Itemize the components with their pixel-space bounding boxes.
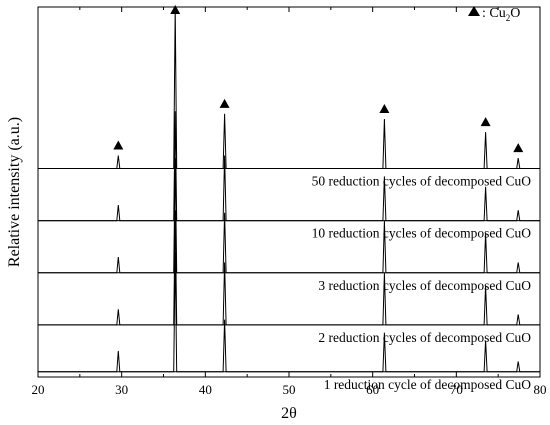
series-line xyxy=(38,251,540,373)
series-line xyxy=(38,6,540,169)
x-axis-title: 2θ xyxy=(281,405,297,422)
legend-text: : Cu xyxy=(482,6,506,21)
peak-marker-icon xyxy=(480,117,491,127)
series-label: 2 reduction cycles of decomposed CuO xyxy=(318,330,531,345)
peak-marker-icon xyxy=(113,140,124,150)
x-tick-label: 30 xyxy=(115,382,128,397)
x-tick-label: 40 xyxy=(199,382,212,397)
legend-label: : Cu2O xyxy=(482,6,520,23)
x-tick-label: 80 xyxy=(534,382,547,397)
series-labels: 1 reduction cycle of decomposed CuO 2 red… xyxy=(312,174,532,392)
legend-triangle-icon xyxy=(468,6,480,16)
x-tick-label: 20 xyxy=(32,382,45,397)
x-tick-label: 50 xyxy=(283,382,296,397)
peak-marker-icon xyxy=(219,98,230,108)
x-axis-ticks: 20 30 40 50 60 70 80 xyxy=(32,7,547,397)
peak-markers xyxy=(113,5,524,153)
legend-subscript: 2 xyxy=(506,13,511,23)
peak-marker-icon xyxy=(379,104,390,114)
series-label: 10 reduction cycles of decomposed CuO xyxy=(312,226,532,241)
peak-marker-icon xyxy=(170,5,181,14)
x-tick-label: 60 xyxy=(366,382,379,397)
series-label: 3 reduction cycles of decomposed CuO xyxy=(318,278,531,293)
xrd-traces xyxy=(38,6,540,373)
x-tick-label: 70 xyxy=(450,382,463,397)
series-label: 1 reduction cycle of decomposed CuO xyxy=(324,377,532,392)
series-line xyxy=(38,210,540,326)
series-line xyxy=(38,111,540,222)
peak-marker-icon xyxy=(513,143,524,153)
legend: : Cu2O xyxy=(468,6,520,23)
legend-suffix: O xyxy=(510,6,520,21)
plot-frame xyxy=(37,6,541,378)
series-line xyxy=(38,158,540,274)
y-axis-title: Relative intensity (a.u.) xyxy=(6,117,23,267)
series-label: 50 reduction cycles of decomposed CuO xyxy=(312,174,532,189)
